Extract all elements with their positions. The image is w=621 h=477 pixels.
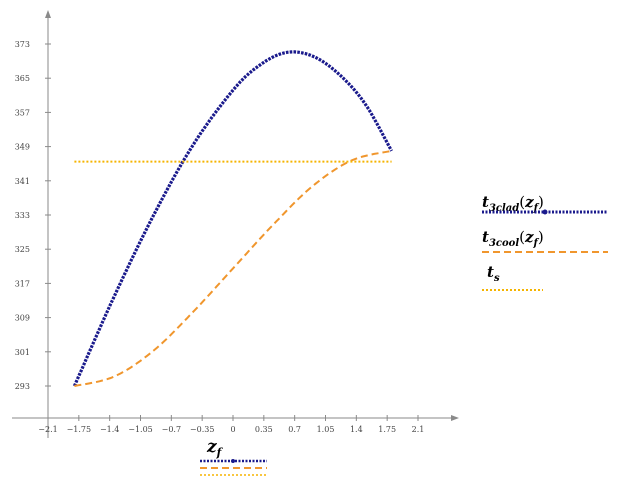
series-2-line [74, 149, 392, 387]
legend-entry-3-label: ts [487, 263, 500, 284]
x-tick-label: 2.1 [412, 425, 425, 434]
y-tick-label: 349 [15, 143, 30, 152]
y-tick-label: 317 [15, 279, 30, 288]
y-tick-label: 301 [15, 348, 30, 357]
y-tick-label: 373 [15, 40, 30, 49]
x-tick-label: −0.35 [190, 425, 215, 434]
x-axis-label: zf [206, 437, 224, 459]
x-tick-label: 0.7 [288, 425, 301, 434]
legend-entry-2-arg-sub: f [533, 238, 540, 249]
y-tick-labels: 293 301 309 317 325 333 341 349 357 365 373 [15, 40, 51, 391]
legend-swatches [482, 209, 608, 291]
x-tick-label: 0 [230, 425, 235, 434]
x-tick-labels: −2.1 −1.75 −1.4 −1.05 −0.7 −0.35 0 0.35 0.7 1.05 1… [38, 415, 424, 434]
x-label-swatches [200, 459, 267, 476]
series-1-line [72, 50, 394, 387]
legend-entry-1-sub: 3clad [489, 203, 519, 214]
x-tick-label: −1.05 [128, 425, 153, 434]
x-tick-label: −1.4 [100, 425, 119, 434]
y-tick-label: 293 [15, 382, 30, 391]
legend-entry-1-arg-sub: f [533, 203, 540, 214]
y-axis-arrow [45, 10, 51, 18]
x-tick-label: −2.1 [38, 425, 57, 434]
legend-entry-2-label: t3cool(zf) [482, 228, 544, 249]
x-tick-label: 1.05 [317, 425, 335, 434]
legend-entry-3-main: t [487, 263, 494, 281]
y-tick-label: 357 [15, 108, 30, 117]
x-tick-label: 1.75 [378, 425, 396, 434]
legend-entry-1-label: t3clad(zf) [482, 193, 544, 214]
y-tick-label: 309 [15, 314, 30, 323]
legend-entry-2-sub: 3cool [489, 238, 519, 249]
x-label-swatch-1-marker [231, 459, 235, 463]
x-axis-label-sub: f [216, 446, 224, 459]
series-1 [72, 50, 394, 387]
y-tick-label: 333 [15, 211, 30, 220]
x-tick-label: 0.35 [255, 425, 273, 434]
legend-entry-2-arg: z [524, 228, 534, 246]
series-2 [74, 149, 392, 387]
x-tick-label: −0.7 [162, 425, 181, 434]
legend-entry-2-main: t [482, 228, 489, 246]
y-tick-label: 341 [15, 177, 30, 186]
x-axis-arrow [451, 415, 459, 421]
legend-entry-1-main: t [482, 193, 489, 211]
legend-swatch-1-marker [542, 209, 548, 215]
legend-entry-3-sub: s [494, 273, 500, 284]
x-axis-label-main: z [206, 437, 217, 457]
series-layer [72, 50, 394, 387]
y-tick-label: 325 [15, 245, 30, 254]
y-tick-label: 365 [15, 74, 30, 83]
legend: t3clad(zf) t3cool(zf) ts [482, 193, 608, 291]
x-tick-label: −1.75 [67, 425, 92, 434]
x-tick-label: 1.4 [350, 425, 363, 434]
legend-entry-1-arg: z [524, 193, 534, 211]
